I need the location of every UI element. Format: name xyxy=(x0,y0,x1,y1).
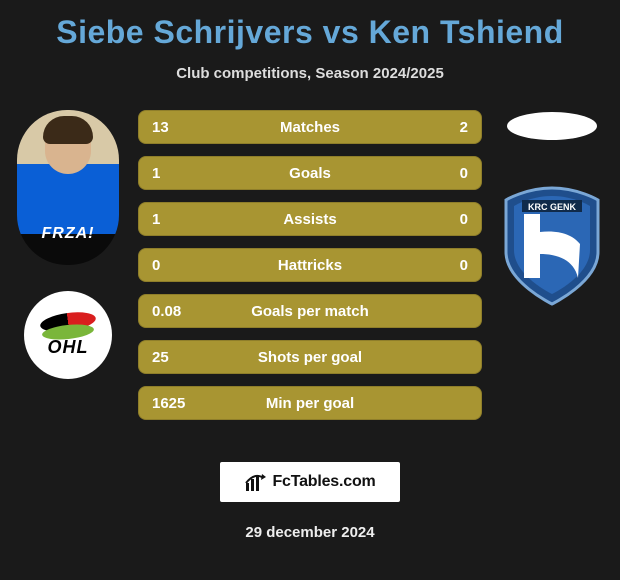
page-title: Siebe Schrijvers vs Ken Tshiend xyxy=(0,14,620,51)
stat-right-value: 0 xyxy=(460,257,468,274)
stat-row-shots-per-goal: 25 Shots per goal xyxy=(138,340,482,374)
stat-label: Shots per goal xyxy=(138,349,482,366)
stat-row-matches: 13 Matches 2 xyxy=(138,110,482,144)
stat-left-value: 0.08 xyxy=(152,303,181,320)
stat-left-value: 25 xyxy=(152,349,169,366)
stat-label: Matches xyxy=(138,119,482,136)
stat-right-value: 0 xyxy=(460,165,468,182)
stat-label: Min per goal xyxy=(138,395,482,412)
stat-row-goals: 1 Goals 0 xyxy=(138,156,482,190)
branding-badge: FcTables.com xyxy=(220,462,400,502)
player-photo-right-placeholder xyxy=(507,112,597,140)
stat-left-value: 1 xyxy=(152,165,160,182)
stat-right-value: 2 xyxy=(460,119,468,136)
date-text: 29 december 2024 xyxy=(0,524,620,541)
stat-row-min-per-goal: 1625 Min per goal xyxy=(138,386,482,420)
stat-left-value: 1625 xyxy=(152,395,185,412)
stat-label: Goals per match xyxy=(138,303,482,320)
club-logo-right: KRC GENK xyxy=(500,186,604,306)
stats-bars: 13 Matches 2 1 Goals 0 1 Assists 0 0 Hat… xyxy=(138,110,482,432)
stat-left-value: 1 xyxy=(152,211,160,228)
stat-label: Hattricks xyxy=(138,257,482,274)
stat-row-hattricks: 0 Hattricks 0 xyxy=(138,248,482,282)
subtitle: Club competitions, Season 2024/2025 xyxy=(0,65,620,82)
stat-left-value: 0 xyxy=(152,257,160,274)
stat-right-value: 0 xyxy=(460,211,468,228)
stat-left-value: 13 xyxy=(152,119,169,136)
stat-label: Goals xyxy=(138,165,482,182)
stat-row-goals-per-match: 0.08 Goals per match xyxy=(138,294,482,328)
stat-row-assists: 1 Assists 0 xyxy=(138,202,482,236)
club-logo-left-text: OHL xyxy=(48,337,89,358)
branding-text: FcTables.com xyxy=(272,473,375,491)
jersey-text: FRZA! xyxy=(17,225,119,243)
fctables-icon xyxy=(244,471,266,493)
svg-text:KRC GENK: KRC GENK xyxy=(528,202,577,212)
player-photo-left: FRZA! xyxy=(17,110,119,265)
stat-label: Assists xyxy=(138,211,482,228)
club-logo-left: OHL xyxy=(24,291,112,379)
